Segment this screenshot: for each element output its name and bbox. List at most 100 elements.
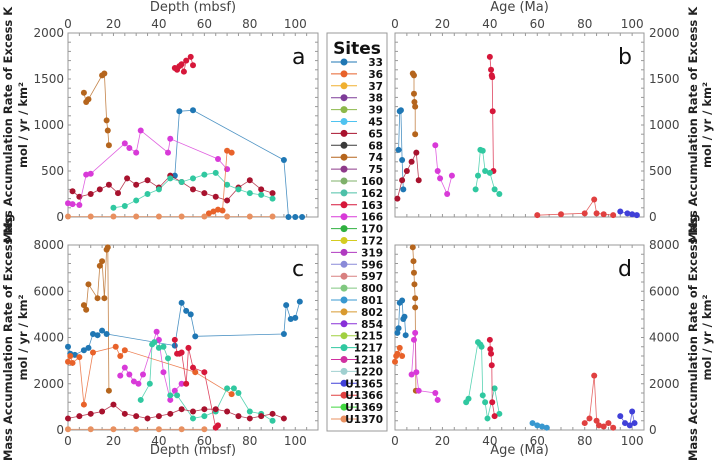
data-point-U1366: [610, 212, 617, 219]
data-point-166: [135, 380, 142, 387]
legend-label: 1220: [354, 366, 383, 378]
data-point-36: [394, 350, 401, 357]
data-point-166: [215, 156, 221, 163]
legend-marker: [340, 225, 348, 233]
x-tick-label: 80: [242, 17, 257, 31]
y-tick-label: 6000: [33, 284, 64, 298]
data-point-65: [87, 410, 94, 417]
y-tick-label: 0: [56, 423, 64, 437]
legend-label: 33: [368, 57, 383, 69]
data-point-74: [94, 295, 101, 302]
x-tick-label: 0: [64, 434, 72, 448]
legend-label: 800: [361, 283, 383, 295]
data-point-74: [99, 258, 106, 265]
legend-marker: [340, 344, 348, 352]
data-point-166: [155, 336, 162, 343]
data-point-1217: [246, 408, 253, 415]
legend-title: Sites: [333, 39, 381, 59]
data-point-65: [224, 408, 231, 415]
x-tick-label: 100: [621, 434, 644, 448]
legend-marker: [340, 308, 348, 316]
legend-label: 319: [361, 247, 383, 259]
legend-marker: [340, 94, 348, 102]
data-point-163: [215, 422, 221, 429]
data-point-65: [246, 177, 253, 184]
data-point-74: [96, 262, 103, 269]
data-point-163: [201, 369, 208, 376]
data-point-33: [292, 314, 299, 321]
data-point-65: [413, 149, 420, 156]
data-point-33: [287, 316, 294, 322]
y-axis-title: Mass Accumulation Rate of Excess Mg: [686, 214, 700, 461]
x-tick-label: 60: [530, 434, 545, 448]
data-point-166: [121, 140, 128, 147]
data-point-65: [105, 181, 112, 188]
legend-label: 1218: [354, 355, 383, 367]
data-point-65: [224, 197, 231, 204]
x-tick-label: 100: [621, 17, 644, 31]
data-point-1217: [174, 392, 181, 399]
data-point-36: [219, 207, 226, 214]
data-point-1217: [491, 385, 498, 392]
legend-label: 160: [361, 176, 383, 188]
data-point-163: [488, 362, 495, 369]
legend-label: 854: [361, 319, 383, 331]
data-point-65: [258, 413, 265, 420]
y-tick-label: 4000: [649, 331, 680, 345]
legend-marker: [340, 260, 348, 268]
data-point-33: [292, 214, 299, 220]
panel-b-frame: [394, 32, 645, 218]
data-point-1217: [475, 172, 481, 179]
data-point-163: [487, 346, 494, 353]
data-point-74: [80, 89, 87, 96]
legend-marker: [340, 320, 348, 328]
data-point-65: [178, 406, 185, 413]
panel-label: c: [292, 257, 304, 282]
y-tick-label: 0: [649, 210, 657, 224]
y-tick-label: 0: [56, 210, 64, 224]
data-point-33: [397, 107, 404, 114]
legend-label: 1217: [354, 343, 383, 355]
data-point-166: [137, 127, 144, 134]
data-point-U1370: [269, 213, 276, 220]
legend-label: 36: [368, 69, 383, 81]
data-point-65: [190, 408, 196, 415]
data-point-65: [415, 177, 422, 184]
data-point-166: [224, 166, 231, 173]
data-point-U1366: [605, 420, 612, 427]
data-point-74: [410, 72, 417, 79]
data-point-U1366: [600, 211, 607, 218]
data-point-33: [399, 156, 406, 163]
legend-marker: [340, 332, 348, 340]
data-point-166: [130, 378, 137, 385]
y-tick-label: 8000: [649, 238, 680, 252]
data-point-33: [395, 325, 402, 332]
data-point-33: [280, 156, 287, 163]
data-point-65: [212, 406, 219, 413]
legend-box: [326, 32, 388, 432]
data-point-65: [124, 175, 131, 182]
data-point-1217: [496, 191, 503, 197]
panel-label: b: [618, 45, 632, 70]
y-tick-label: 1500: [33, 72, 64, 86]
data-point-33: [283, 302, 290, 309]
data-point-1217: [472, 186, 479, 193]
data-point-36: [192, 369, 199, 376]
data-point-166: [412, 329, 419, 336]
legend-marker: [340, 213, 348, 221]
data-point-33: [176, 108, 183, 115]
data-point-163: [187, 53, 194, 60]
data-point-U1370: [178, 426, 185, 433]
data-point-166: [415, 387, 422, 394]
data-point-163: [178, 349, 185, 356]
x-tick-label: 20: [106, 17, 121, 31]
y-tick-label: 500: [41, 164, 64, 178]
data-point-1217: [258, 191, 265, 198]
data-point-65: [269, 410, 276, 417]
legend-marker: [340, 165, 348, 173]
data-point-1217: [482, 399, 489, 406]
data-point-33: [94, 332, 101, 339]
data-point-801: [534, 422, 541, 429]
data-point-1217: [486, 169, 493, 176]
